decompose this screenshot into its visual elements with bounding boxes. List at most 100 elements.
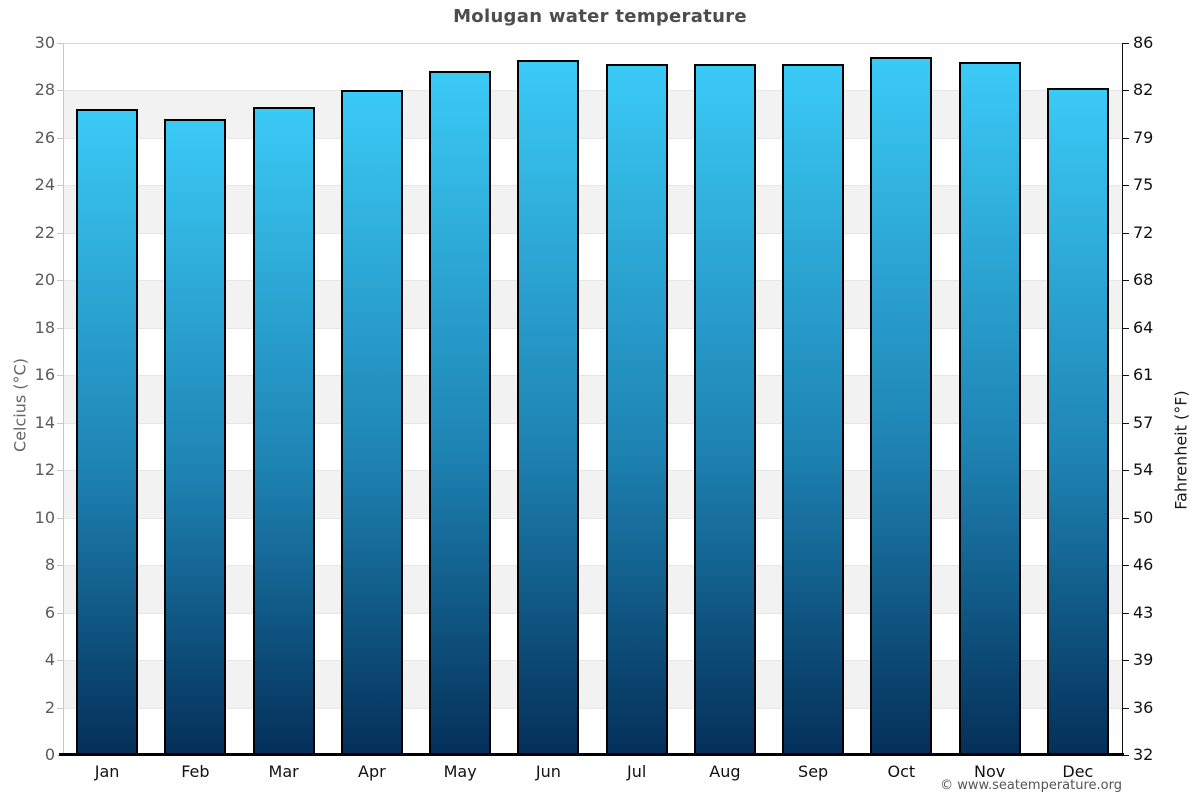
y-tick-right bbox=[1122, 470, 1129, 472]
y-tick-right bbox=[1122, 422, 1129, 424]
y-axis-label-fahrenheit: 54 bbox=[1133, 460, 1154, 480]
bar-apr[interactable] bbox=[340, 90, 403, 755]
y-tick-right bbox=[1122, 755, 1129, 756]
plot-band bbox=[63, 280, 1122, 328]
y-tick-left bbox=[57, 422, 63, 424]
x-label-apr: Apr bbox=[358, 762, 386, 781]
plot-band bbox=[63, 612, 1122, 661]
bar-oct[interactable] bbox=[870, 57, 933, 755]
x-axis-line bbox=[59, 753, 1124, 756]
y-tick-right bbox=[1122, 660, 1129, 662]
x-label-aug: Aug bbox=[709, 762, 741, 781]
x-label-jun: Jun bbox=[535, 762, 561, 781]
bar-jan[interactable] bbox=[76, 109, 139, 755]
gridline bbox=[63, 422, 1122, 424]
plot-band bbox=[63, 327, 1122, 376]
y-axis-label-celsius: 10 bbox=[34, 507, 55, 527]
y-axis-title-celsius: Celcius (°C) bbox=[10, 358, 30, 452]
gridline bbox=[63, 565, 1122, 567]
y-axis-label-celsius: 2 bbox=[44, 697, 55, 717]
y-tick-left bbox=[57, 280, 63, 282]
y-tick-left bbox=[57, 375, 63, 377]
bar-mar[interactable] bbox=[252, 107, 315, 755]
gridline bbox=[63, 470, 1122, 472]
plot-band bbox=[63, 43, 1122, 91]
y-axis-label-celsius: 4 bbox=[44, 650, 55, 670]
gridline bbox=[63, 327, 1122, 329]
y-axis-label-celsius: 24 bbox=[34, 175, 55, 195]
y-tick-right bbox=[1122, 565, 1129, 567]
y-tick-right bbox=[1122, 517, 1129, 519]
bar-may[interactable] bbox=[429, 71, 492, 755]
y-axis-label-fahrenheit: 82 bbox=[1133, 80, 1154, 100]
bar-dec[interactable] bbox=[1046, 88, 1109, 755]
bar-sep[interactable] bbox=[782, 64, 845, 755]
y-tick-right bbox=[1122, 707, 1129, 709]
y-axis-label-celsius: 26 bbox=[34, 127, 55, 147]
gridline bbox=[63, 90, 1122, 92]
gridline bbox=[63, 517, 1122, 519]
y-tick-right bbox=[1122, 43, 1129, 44]
y-tick-left bbox=[57, 470, 63, 472]
y-tick-right bbox=[1122, 280, 1129, 282]
y-tick-left bbox=[57, 565, 63, 567]
y-tick-right bbox=[1122, 375, 1129, 377]
y-axis-label-fahrenheit: 75 bbox=[1133, 175, 1154, 195]
y-axis-label-fahrenheit: 57 bbox=[1133, 412, 1154, 432]
y-tick-right bbox=[1122, 327, 1129, 329]
x-label-nov: Nov bbox=[974, 762, 1006, 781]
y-axis-left-line bbox=[63, 43, 64, 755]
y-axis-label-celsius: 16 bbox=[34, 365, 55, 385]
plot-band bbox=[63, 707, 1122, 755]
y-tick-left bbox=[57, 137, 63, 139]
gridline bbox=[63, 660, 1122, 662]
y-axis-label-celsius: 14 bbox=[34, 412, 55, 432]
gridline bbox=[63, 280, 1122, 282]
y-tick-left bbox=[57, 43, 63, 44]
y-axis-label-celsius: 20 bbox=[34, 270, 55, 290]
y-axis-label-fahrenheit: 86 bbox=[1133, 33, 1154, 52]
gridline bbox=[63, 137, 1122, 139]
x-label-sep: Sep bbox=[798, 762, 829, 781]
y-axis-label-celsius: 8 bbox=[44, 555, 55, 575]
plot-band bbox=[63, 232, 1122, 281]
bar-feb[interactable] bbox=[164, 118, 227, 755]
y-axis-label-celsius: 28 bbox=[34, 80, 55, 100]
x-label-oct: Oct bbox=[887, 762, 916, 781]
y-tick-right bbox=[1122, 90, 1129, 92]
plot-band bbox=[63, 470, 1122, 518]
y-axis-label-fahrenheit: 61 bbox=[1133, 365, 1154, 385]
plot-band bbox=[63, 422, 1122, 471]
y-tick-left bbox=[57, 517, 63, 519]
y-axis-label-fahrenheit: 32 bbox=[1133, 745, 1154, 764]
y-axis-title-fahrenheit: Fahrenheit (°F) bbox=[1171, 390, 1191, 510]
y-axis-label-celsius: 30 bbox=[34, 33, 55, 52]
gridline bbox=[63, 232, 1122, 234]
plot-band bbox=[63, 137, 1122, 186]
chart-title: Molugan water temperature bbox=[453, 6, 747, 27]
y-tick-left bbox=[57, 90, 63, 92]
copyright-credit: © www.seatemperature.org bbox=[940, 778, 1122, 793]
gridline bbox=[63, 707, 1122, 709]
bar-aug[interactable] bbox=[693, 64, 756, 755]
y-axis-label-fahrenheit: 43 bbox=[1133, 602, 1154, 622]
y-tick-right bbox=[1122, 232, 1129, 234]
y-tick-left bbox=[57, 612, 63, 614]
x-label-feb: Feb bbox=[181, 762, 210, 781]
gridline bbox=[63, 612, 1122, 614]
plot-band bbox=[63, 185, 1122, 233]
y-tick-right bbox=[1122, 612, 1129, 614]
plot-top-border bbox=[63, 43, 1123, 44]
y-axis-label-fahrenheit: 46 bbox=[1133, 555, 1154, 575]
y-tick-left bbox=[57, 660, 63, 662]
bar-nov[interactable] bbox=[958, 62, 1021, 755]
x-label-dec: Dec bbox=[1062, 762, 1094, 781]
plot-band bbox=[63, 517, 1122, 566]
y-axis-label-fahrenheit: 79 bbox=[1133, 127, 1154, 147]
bar-jul[interactable] bbox=[605, 64, 668, 755]
plot-area bbox=[63, 43, 1122, 755]
bar-jun[interactable] bbox=[517, 59, 580, 755]
y-tick-right bbox=[1122, 137, 1129, 139]
x-label-jan: Jan bbox=[94, 762, 120, 781]
y-tick-right bbox=[1122, 185, 1129, 187]
